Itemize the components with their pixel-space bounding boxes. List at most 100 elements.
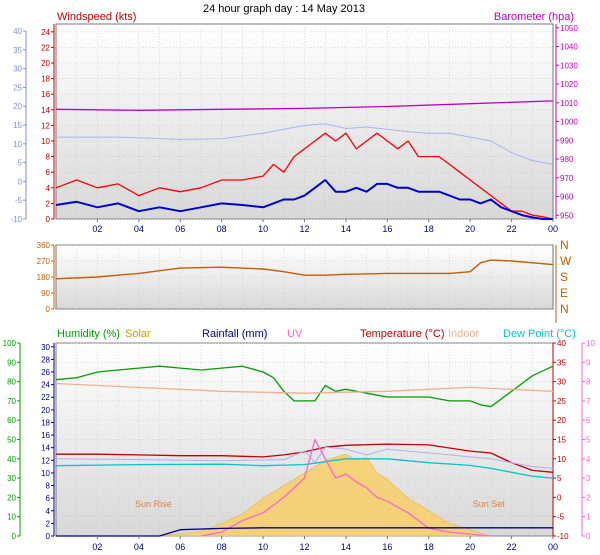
humidity-axis-tick-label: 0 [12, 532, 17, 541]
wind-x-tick-label: 08 [217, 224, 227, 234]
humidity-axis-tick-label: 70 [7, 397, 16, 406]
direction-axis-tick-label: 270 [37, 257, 51, 266]
wind-outer-axis-tick-label: 20 [13, 102, 22, 111]
rainfall-axis-tick-label: 22 [41, 393, 50, 402]
uv-axis-tick-label: 6 [586, 416, 591, 425]
barometer-axis-tick-label: 980 [560, 155, 574, 164]
wind-direction-line [55, 259, 554, 280]
rainfall-axis-tick-label: 10 [41, 469, 50, 478]
rainfall-axis-tick-label: 4 [46, 507, 51, 516]
rainfall-axis-tick-label: 8 [46, 482, 51, 491]
windspeed-axis-tick-label: 18 [41, 75, 50, 84]
windspeed-axis-tick-label: 16 [41, 90, 50, 99]
rainfall-axis-tick-label: 12 [41, 456, 50, 465]
wind-outer-axis-tick-label: -5 [15, 196, 23, 205]
barometer-axis-title: Barometer (hpa) [494, 11, 574, 23]
environment-x-tick-label: 04 [134, 542, 144, 552]
wind-outer-axis-tick-label: 10 [13, 140, 22, 149]
environment-x-tick-label: 16 [382, 542, 392, 552]
legend-indoor: Indoor [448, 328, 480, 340]
indoor-temp-line [55, 382, 554, 394]
barometer-axis-tick-label: 990 [560, 136, 574, 145]
windspeed-axis-tick-label: 2 [46, 199, 51, 208]
humidity-line [55, 365, 554, 408]
windspeed-axis-tick-label: 12 [41, 121, 50, 130]
environment-x-tick-label: 12 [299, 542, 309, 552]
direction-axis-tick-label: 360 [37, 241, 51, 250]
temperature-axis-tick-label: 35 [557, 358, 566, 367]
uv-axis-tick-label: 10 [586, 339, 595, 348]
environment-x-tick-label: 06 [175, 542, 185, 552]
apparent-temp-line [55, 446, 554, 469]
wind-outer-axis-tick-label: 30 [13, 65, 22, 74]
plot-layer: 024681012141618202224-10-505101520253035… [3, 23, 595, 552]
temperature-axis-tick-label: 10 [557, 455, 566, 464]
legend-rainfall: Rainfall (mm) [202, 328, 267, 340]
direction-axis-tick-label: 90 [41, 289, 50, 298]
compass-tick-label: E [560, 286, 568, 300]
rainfall-line [56, 527, 553, 537]
barometer-axis-tick-label: 1010 [560, 99, 578, 108]
environment-x-tick-label: 20 [465, 542, 475, 552]
uv-axis-tick-label: 2 [586, 493, 591, 502]
uv-axis-tick-label: 3 [586, 474, 591, 483]
windspeed-axis-tick-label: 24 [41, 28, 50, 37]
windspeed-axis-tick-label: 20 [41, 59, 50, 68]
windspeed-axis-tick-label: 14 [41, 106, 50, 115]
uv-axis-tick-label: 1 [586, 513, 591, 522]
rainfall-axis-tick-label: 30 [41, 343, 50, 352]
environment-x-tick-label: 10 [258, 542, 268, 552]
wind-outer-axis-tick-label: 5 [18, 159, 23, 168]
rainfall-axis-tick-label: 28 [41, 355, 50, 364]
temperature-axis-tick-label: -5 [557, 513, 565, 522]
wind-outer-axis-tick-label: 25 [13, 83, 22, 92]
compass-tick-label: S [560, 270, 568, 284]
compass-tick-label: N [560, 302, 569, 316]
temperature-axis-tick-label: 0 [557, 493, 562, 502]
uv-axis-tick-label: 5 [586, 436, 591, 445]
windspeed-axis-title: Windspeed (kts) [57, 11, 136, 23]
legend-humidity: Humidity (%) [57, 328, 120, 340]
rainfall-axis-tick-label: 14 [41, 444, 50, 453]
legend-dewpoint: Dew Point (°C) [503, 328, 576, 340]
barometer-axis-tick-label: 1030 [560, 61, 578, 70]
barometer-axis-tick-label: 970 [560, 174, 574, 183]
windspeed-axis-tick-label: 10 [41, 137, 50, 146]
dew-point-line [55, 458, 554, 479]
compass-tick-label: W [560, 254, 572, 268]
temperature-axis-tick-label: 20 [557, 416, 566, 425]
humidity-axis-tick-label: 40 [7, 455, 16, 464]
wind-outer-axis-tick-label: 35 [13, 46, 22, 55]
temperature-axis-tick-label: 40 [557, 339, 566, 348]
wind-x-tick-label: 04 [134, 224, 144, 234]
direction-axis-tick-label: 180 [37, 273, 51, 282]
windspeed-axis-tick-label: 22 [41, 43, 50, 52]
barometer-axis-tick-label: 1050 [560, 24, 578, 33]
humidity-axis-tick-label: 60 [7, 416, 16, 425]
rainfall-axis-tick-label: 2 [46, 519, 51, 528]
environment-x-tick-label: 02 [92, 542, 102, 552]
legend-solar: Solar [125, 328, 151, 340]
humidity-axis-tick-label: 80 [7, 378, 16, 387]
barometer-axis-tick-label: 960 [560, 193, 574, 202]
wind-x-tick-label: 00 [548, 224, 558, 234]
windspeed-axis-tick-label: 8 [46, 153, 51, 162]
environment-x-tick-label: 14 [341, 542, 351, 552]
humidity-axis-tick-label: 100 [3, 339, 17, 348]
direction-axis-tick-label: 0 [46, 305, 51, 314]
wind-outer-axis-tick-label: -10 [10, 215, 22, 224]
windspeed-axis-tick-label: 0 [46, 215, 51, 224]
humidity-axis-tick-label: 50 [7, 436, 16, 445]
wind-outer-axis-tick-label: 40 [13, 27, 22, 36]
humidity-axis-tick-label: 90 [7, 358, 16, 367]
humidity-axis-tick-label: 30 [7, 474, 16, 483]
rainfall-axis-tick-label: 24 [41, 381, 50, 390]
wind-x-tick-label: 18 [424, 224, 434, 234]
environment-x-tick-label: 08 [217, 542, 227, 552]
uv-axis-tick-label: 0 [586, 532, 591, 541]
rainfall-axis-tick-label: 0 [46, 532, 51, 541]
barometer-line [55, 100, 554, 111]
temperature-axis-tick-label: 25 [557, 397, 566, 406]
uv-axis-tick-label: 9 [586, 358, 591, 367]
legend-temperature: Temperature (°C) [360, 328, 444, 340]
